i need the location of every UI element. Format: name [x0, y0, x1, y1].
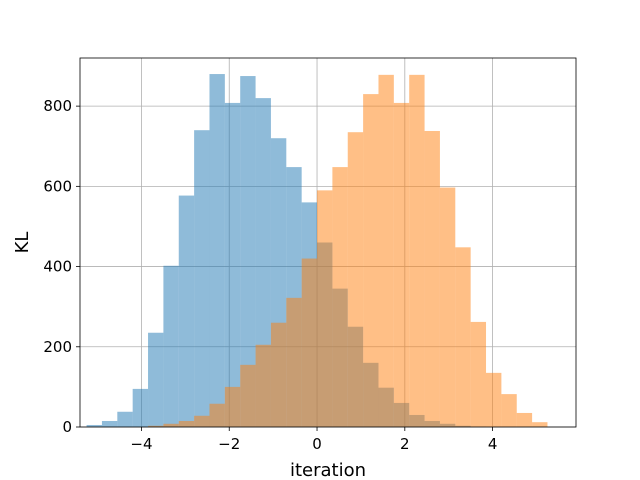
histogram-bar-series-2	[455, 247, 471, 427]
x-tick-label: −2	[218, 435, 240, 453]
histogram-bar-series-1	[117, 411, 133, 427]
histogram-bar-series-2	[516, 412, 533, 427]
y-tick-label: 400	[43, 258, 72, 276]
histogram-bar-series-1	[163, 265, 179, 427]
histogram-bar-series-2	[255, 344, 271, 427]
ticks-layer: −4 −2 0 2 4 0 200 400 600 800	[43, 97, 497, 453]
histogram-bar-series-2	[209, 403, 225, 427]
histogram-bar-series-2	[240, 364, 256, 427]
plot-frame	[79, 57, 577, 428]
histogram-bar-series-1	[148, 332, 164, 427]
histogram-bar-series-2	[301, 258, 318, 427]
histogram-bar-series-2	[363, 94, 379, 427]
histogram-bar-series-2	[486, 372, 502, 427]
histogram-bar-series-1	[240, 76, 256, 427]
histogram-bar-series-1	[194, 130, 210, 427]
histogram-bar-series-2	[532, 422, 548, 427]
bars-layer	[86, 74, 548, 428]
histogram-bar-series-2	[439, 187, 456, 427]
histogram-bar-series-1	[224, 102, 241, 427]
histogram-bar-series-1	[86, 424, 102, 427]
histogram-bar-series-2	[332, 167, 348, 428]
y-tick-label: 200	[43, 338, 72, 356]
histogram-bar-series-2	[163, 423, 179, 427]
histogram-bar-series-2	[286, 297, 302, 427]
y-tick-label: 0	[62, 418, 72, 436]
x-axis-label: iteration	[290, 460, 366, 480]
histogram-bar-series-1	[209, 74, 225, 427]
x-tick-label: 2	[400, 435, 410, 453]
histogram-bar-series-2	[470, 321, 487, 427]
histogram-bar-series-1	[132, 388, 149, 427]
x-tick-label: 4	[488, 435, 498, 453]
histogram-bar-series-2	[270, 322, 287, 427]
histogram-bar-series-2	[194, 415, 210, 427]
y-tick-label: 600	[43, 177, 72, 195]
x-tick-label: 0	[312, 435, 322, 453]
histogram-bar-series-1	[101, 420, 118, 427]
histogram-bar-series-2	[148, 425, 164, 427]
y-axis-label: KL	[12, 232, 33, 254]
histogram-bar-series-2	[409, 74, 425, 428]
histogram-bar-series-2	[393, 102, 410, 427]
histogram-bar-series-2	[178, 420, 195, 427]
histogram-bar-series-2	[347, 132, 364, 427]
histogram-bar-series-1	[178, 195, 195, 427]
y-tick-label: 800	[43, 97, 72, 115]
histogram-bar-series-2	[224, 386, 241, 427]
x-tick-label: −4	[130, 435, 152, 453]
histogram-bar-series-2	[501, 394, 517, 427]
histogram-bar-series-2	[317, 190, 333, 427]
histogram-bar-series-2	[424, 130, 440, 427]
histogram-bar-series-2	[378, 74, 394, 428]
